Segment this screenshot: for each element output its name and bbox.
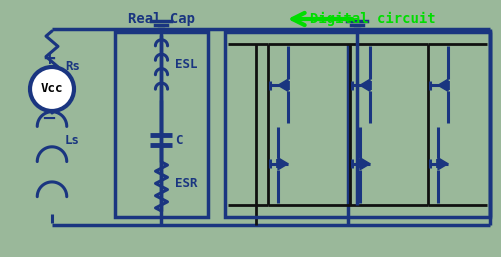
Polygon shape [360,158,370,170]
Bar [115,32,208,217]
Circle shape [30,67,74,111]
Polygon shape [438,158,448,170]
Text: −: − [42,110,57,128]
Polygon shape [360,79,370,91]
Polygon shape [278,158,288,170]
Text: ESL: ESL [175,58,198,71]
Polygon shape [278,79,288,91]
Text: Ls: Ls [65,134,80,148]
Bar [225,32,490,217]
Polygon shape [438,79,448,91]
Text: Vcc: Vcc [41,82,63,96]
Text: Digital circuit: Digital circuit [310,12,435,26]
Text: Rs: Rs [65,60,80,74]
Text: +: + [42,50,56,68]
Text: ESR: ESR [175,177,198,190]
Text: Real Cap: Real Cap [128,12,195,26]
Text: C: C [175,133,183,146]
